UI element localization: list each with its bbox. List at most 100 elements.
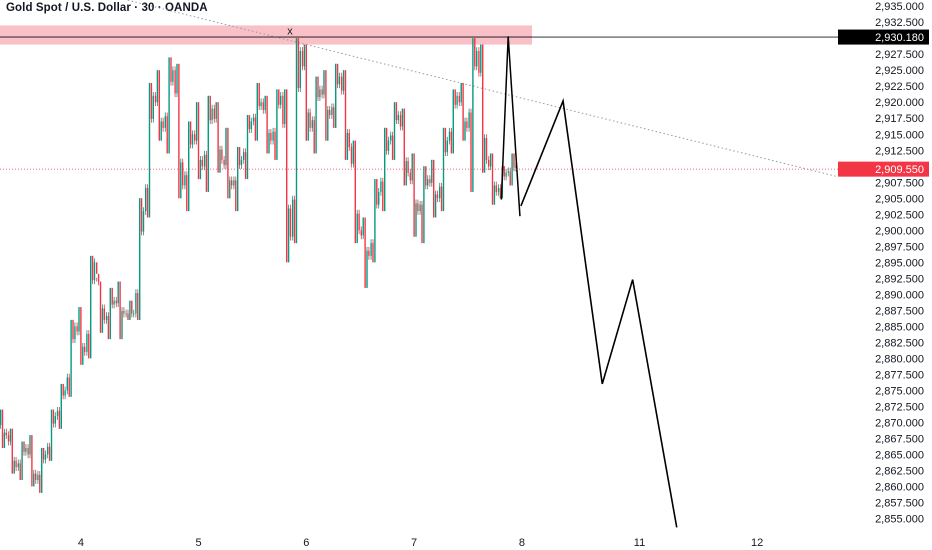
y-tick-label: 2,922.500 — [875, 81, 924, 93]
candle-body — [205, 154, 208, 192]
last-price-tag-label: 2,909.550 — [875, 164, 924, 176]
candle-body — [429, 179, 431, 183]
candle-body — [105, 316, 108, 320]
candle — [135, 198, 145, 320]
x-tick-label: 12 — [751, 537, 763, 549]
candle-body — [101, 308, 104, 333]
candle-body — [60, 383, 62, 429]
candle-body — [219, 149, 221, 173]
y-tick-label: 2,882.500 — [875, 337, 924, 349]
candle-body — [180, 162, 182, 199]
candle-body — [488, 159, 490, 167]
candle-body — [70, 319, 72, 397]
candle-body — [23, 441, 25, 452]
projection-path — [520, 97, 678, 528]
trendline-layer — [124, 0, 839, 178]
candle-body — [325, 70, 327, 141]
price-axis[interactable]: 2,855.000 2,857.500 2,860.000 2,862.500 2,86… — [875, 1, 924, 525]
y-tick-label: 2,905.000 — [875, 193, 924, 205]
candle-body — [503, 166, 505, 177]
candle-body — [499, 188, 502, 199]
candle-body — [209, 95, 211, 121]
candle-body — [211, 108, 213, 121]
candle-body — [264, 95, 266, 110]
candle — [478, 44, 488, 173]
candle — [331, 63, 341, 128]
candle — [96, 262, 105, 333]
candle-body — [150, 83, 153, 119]
candle-body — [493, 185, 496, 205]
candle-body — [431, 159, 433, 183]
candle-body — [33, 473, 35, 487]
candle-body — [399, 115, 402, 127]
candle — [7, 428, 17, 474]
candle-body — [215, 102, 217, 119]
candle — [233, 147, 243, 212]
candle-body — [329, 109, 331, 116]
candle-body — [380, 181, 382, 192]
candle-body — [203, 154, 206, 167]
projection-layer — [500, 36, 678, 528]
candle-body — [19, 463, 21, 480]
candle-body — [115, 300, 117, 304]
candle-body — [178, 63, 180, 199]
candle — [429, 159, 439, 218]
candle-body — [11, 428, 13, 474]
candle-body — [317, 76, 319, 98]
y-tick-label: 2,875.000 — [875, 385, 924, 397]
candle-body — [158, 70, 160, 141]
candle-body — [72, 319, 74, 340]
candle-body — [80, 307, 82, 365]
candle-body — [480, 44, 482, 73]
candle-body — [485, 138, 488, 160]
candle-body — [66, 377, 68, 391]
candle-body — [86, 334, 88, 352]
descending-trendline — [124, 0, 839, 178]
candle-body — [160, 121, 162, 141]
supply-zone-rect — [0, 25, 532, 45]
candle-body — [313, 120, 315, 154]
candle-body — [421, 204, 423, 244]
candle — [145, 83, 154, 218]
candle-body — [272, 131, 274, 141]
candle-body — [419, 204, 421, 212]
y-tick-label: 2,900.000 — [875, 225, 924, 237]
candle — [252, 83, 262, 141]
candle-body — [145, 188, 147, 212]
candle-body — [140, 198, 143, 232]
y-tick-label: 2,862.500 — [875, 465, 924, 477]
candle-body — [56, 410, 59, 416]
candle-body — [111, 287, 113, 305]
y-tick-label: 2,870.000 — [875, 417, 924, 429]
candle-body — [194, 134, 196, 141]
resistance-tag-label: 2,930.180 — [875, 32, 924, 44]
y-tick-label: 2,902.500 — [875, 209, 924, 221]
candle — [56, 383, 66, 429]
candle — [47, 409, 56, 461]
time-axis[interactable]: 4 5 6 7 8 11 12 — [78, 537, 763, 549]
candle-body — [378, 191, 380, 205]
candle-body — [243, 152, 245, 160]
candle-body — [362, 217, 364, 236]
candle-body — [172, 70, 174, 82]
candle-body — [515, 166, 517, 168]
candle-body — [274, 131, 276, 160]
candle-body — [460, 83, 462, 103]
candle — [86, 255, 96, 359]
x-tick-label: 5 — [195, 537, 201, 549]
candle — [66, 319, 76, 397]
candle-body — [448, 131, 451, 141]
y-tick-label: 2,895.000 — [875, 257, 924, 269]
candle — [321, 70, 331, 141]
candle — [439, 127, 448, 212]
candle-body — [495, 185, 497, 192]
y-tick-label: 2,877.500 — [875, 369, 924, 381]
candle-body — [405, 161, 407, 186]
candle-body — [197, 102, 200, 180]
candle-body — [301, 51, 304, 67]
candle — [409, 153, 419, 237]
candle-body — [333, 107, 335, 128]
candle-body — [342, 70, 345, 91]
candle-body — [137, 293, 139, 320]
